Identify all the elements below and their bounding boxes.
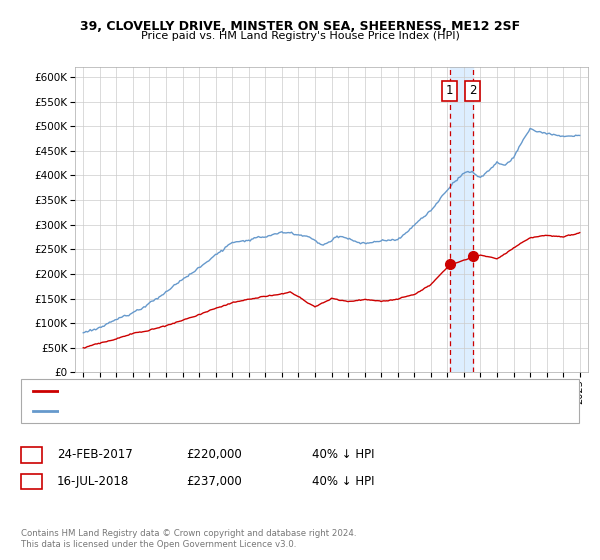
Bar [450, 67, 473, 372]
Text: 24-FEB-2017: 24-FEB-2017 [57, 448, 133, 461]
Text: 16-JUL-2018: 16-JUL-2018 [57, 475, 129, 488]
Text: 2: 2 [469, 85, 476, 97]
Text: £237,000: £237,000 [186, 475, 242, 488]
Text: 1: 1 [446, 85, 454, 97]
Text: Price paid vs. HM Land Registry's House Price Index (HPI): Price paid vs. HM Land Registry's House … [140, 31, 460, 41]
Text: 1: 1 [28, 448, 35, 461]
Text: 40% ↓ HPI: 40% ↓ HPI [312, 475, 374, 488]
Text: £220,000: £220,000 [186, 448, 242, 461]
Text: 2: 2 [28, 475, 35, 488]
Text: 40% ↓ HPI: 40% ↓ HPI [312, 448, 374, 461]
Text: Contains HM Land Registry data © Crown copyright and database right 2024.
This d: Contains HM Land Registry data © Crown c… [21, 529, 356, 549]
Text: HPI: Average price, detached house, Swale: HPI: Average price, detached house, Swal… [63, 406, 277, 416]
Text: 39, CLOVELLY DRIVE, MINSTER ON SEA, SHEERNESS, ME12 2SF: 39, CLOVELLY DRIVE, MINSTER ON SEA, SHEE… [80, 20, 520, 32]
Text: 39, CLOVELLY DRIVE, MINSTER ON SEA, SHEERNESS, ME12 2SF (detached house): 39, CLOVELLY DRIVE, MINSTER ON SEA, SHEE… [63, 386, 467, 396]
